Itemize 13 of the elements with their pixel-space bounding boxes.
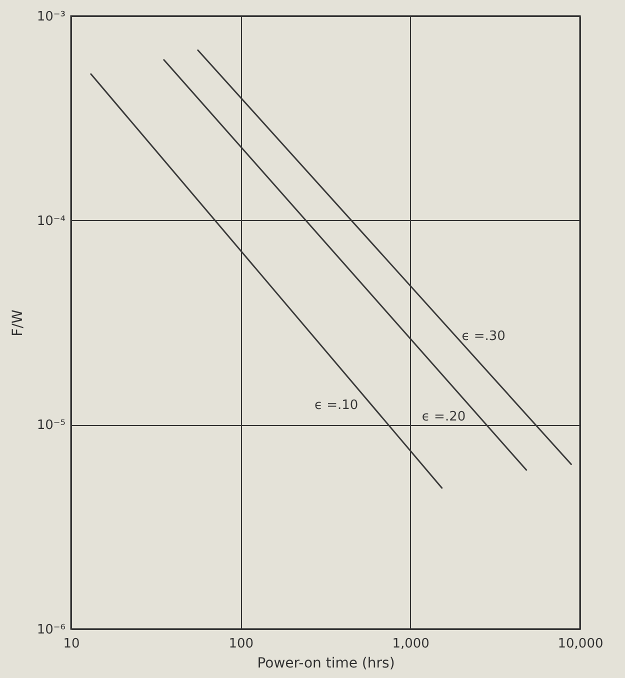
x-tick-label: 100 xyxy=(228,636,254,652)
x-axis-title: Power-on time (hrs) xyxy=(257,656,395,672)
y-axis-title: F/W xyxy=(10,310,26,336)
y-tick-label: 10⁻⁴ xyxy=(36,214,66,229)
x-tick-label: 10,000 xyxy=(558,636,604,652)
y-tick-label: 10⁻⁵ xyxy=(36,418,66,434)
series-label: ϵ =.20 xyxy=(422,410,466,425)
y-tick-label: 10⁻⁶ xyxy=(36,622,66,638)
x-tick-label: 10 xyxy=(63,636,80,652)
series-label: ϵ =.10 xyxy=(314,398,358,414)
series-label: ϵ =.30 xyxy=(462,328,506,344)
x-tick-label: 1,000 xyxy=(392,636,430,652)
y-tick-label: 10⁻³ xyxy=(36,10,66,24)
